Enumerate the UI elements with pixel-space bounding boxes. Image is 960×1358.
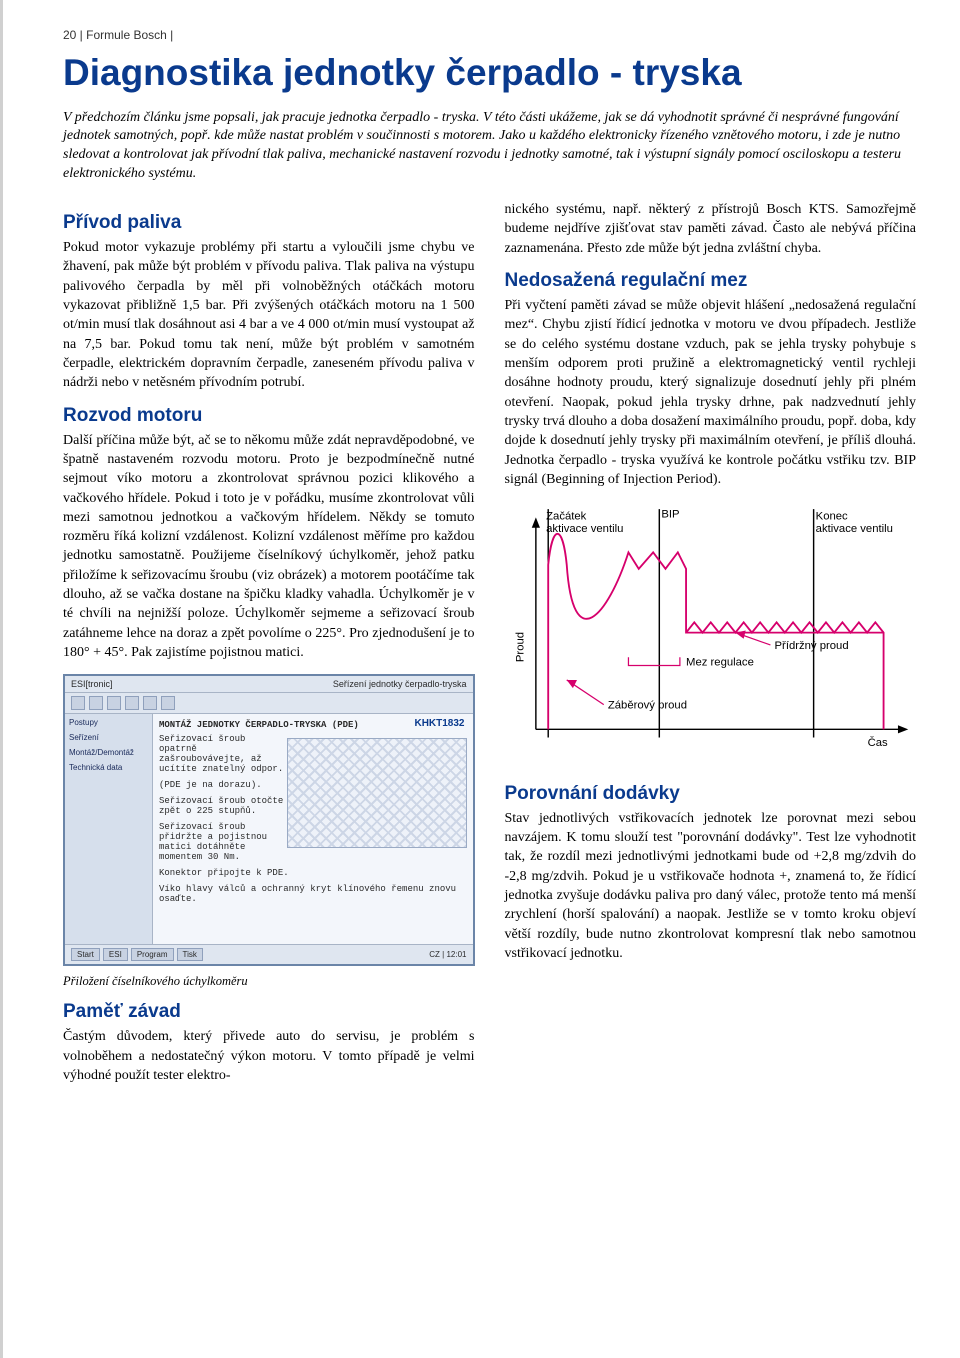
two-column-layout: Přívod paliva Pokud motor vykazuje probl… — [63, 200, 916, 1085]
graph-label-start: Začátekaktivace ventilu — [546, 511, 623, 535]
bip-graph-svg: Začátekaktivace ventilu BIP Konecaktivac… — [505, 503, 917, 770]
graph-label-pull: Záběrový proud — [607, 700, 686, 712]
left-column: Přívod paliva Pokud motor vykazuje probl… — [63, 200, 475, 1085]
toolbar-icon — [125, 696, 139, 710]
sidebar-item: Technická data — [69, 763, 148, 772]
running-head: 20 | Formule Bosch | — [63, 28, 916, 42]
figure-caption: Přiložení číselníkového úchylkoměru — [63, 974, 475, 989]
section-heading-timing: Rozvod motoru — [63, 405, 475, 427]
screenshot-title-right: Seřízení jednotky čerpadlo-tryska — [333, 679, 467, 689]
hold-zigzag — [686, 623, 884, 730]
screenshot-title-left: ESI[tronic] — [71, 679, 113, 689]
screenshot-titlebar: ESI[tronic] Seřízení jednotky čerpadlo-t… — [65, 676, 473, 693]
section-heading-delivery-compare: Porovnání dodávky — [505, 783, 917, 805]
screenshot-badge: KHKT1832 — [414, 718, 464, 729]
section-body-timing: Další příčina může být, ač se to někomu … — [63, 431, 475, 663]
toolbar-icon — [143, 696, 157, 710]
lead-paragraph: V předchozím článku jsme popsali, jak pr… — [63, 109, 916, 185]
taskbar-chip: ESI — [103, 948, 128, 961]
section-body-regulation-limit: Při vyčtení paměti závad se může objevit… — [505, 296, 917, 489]
screenshot-line: Víko hlavy válců a ochranný kryt klínové… — [159, 884, 467, 904]
toolbar-icon — [107, 696, 121, 710]
screenshot-main: Postupy Seřízení Montáž/Demontáž Technic… — [65, 714, 473, 944]
graph-label-hold: Přídržný proud — [774, 640, 848, 652]
technical-drawing — [287, 738, 467, 848]
sidebar-item: Postupy — [69, 718, 148, 727]
toolbar-icon — [71, 696, 85, 710]
page-title: Diagnostika jednotky čerpadlo - tryska — [63, 52, 916, 95]
toolbar-icon — [89, 696, 103, 710]
y-axis-arrow-icon — [531, 518, 539, 528]
section-heading-regulation-limit: Nedosažená regulační mez — [505, 270, 917, 292]
taskbar-right: CZ | 12:01 — [429, 950, 466, 959]
graph-label-end: Konecaktivace ventilu — [815, 511, 892, 535]
sidebar-item: Montáž/Demontáž — [69, 748, 148, 757]
screenshot-figure: ESI[tronic] Seřízení jednotky čerpadlo-t… — [63, 674, 475, 989]
reg-bracket — [628, 657, 679, 665]
screenshot-line: Konektor připojte k PDE. — [159, 868, 467, 878]
taskbar-chip: Start — [71, 948, 100, 961]
esi-screenshot: ESI[tronic] Seřízení jednotky čerpadlo-t… — [63, 674, 475, 966]
screenshot-sidebar: Postupy Seřízení Montáž/Demontáž Technic… — [65, 714, 153, 944]
pull-arrow-head-icon — [566, 680, 576, 688]
taskbar-chips: Start ESI Program Tisk — [71, 948, 203, 961]
section-heading-fuel-supply: Přívod paliva — [63, 212, 475, 234]
screenshot-toolbar — [65, 693, 473, 714]
screenshot-content: KHKT1832 MONTÁŽ JEDNOTKY ČERPADLO-TRYSKA… — [153, 714, 473, 944]
bip-graph: Začátekaktivace ventilu BIP Konecaktivac… — [505, 503, 917, 770]
graph-y-label: Proud — [514, 632, 526, 662]
graph-label-reg: Mez regulace — [686, 657, 754, 669]
section-body-delivery-compare: Stav jednotlivých vstřikovacích jednotek… — [505, 809, 917, 964]
taskbar-chip: Program — [131, 948, 174, 961]
section-body-fault-memory: Častým důvodem, který přivede auto do se… — [63, 1027, 475, 1085]
section-heading-fault-memory: Paměť závad — [63, 1001, 475, 1023]
graph-x-label: Čas — [867, 736, 887, 749]
section-body-fuel-supply: Pokud motor vykazuje problémy při startu… — [63, 238, 475, 393]
x-axis-arrow-icon — [897, 725, 907, 733]
page: 20 | Formule Bosch | Diagnostika jednotk… — [0, 0, 960, 1358]
taskbar-chip: Tisk — [177, 948, 203, 961]
screenshot-taskbar: Start ESI Program Tisk CZ | 12:01 — [65, 944, 473, 964]
graph-label-bip: BIP — [661, 509, 679, 521]
sidebar-item: Seřízení — [69, 733, 148, 742]
right-column: nického systému, např. některý z přístro… — [505, 200, 917, 1085]
section-body-continuation: nického systému, např. některý z přístro… — [505, 200, 917, 258]
toolbar-icon — [161, 696, 175, 710]
